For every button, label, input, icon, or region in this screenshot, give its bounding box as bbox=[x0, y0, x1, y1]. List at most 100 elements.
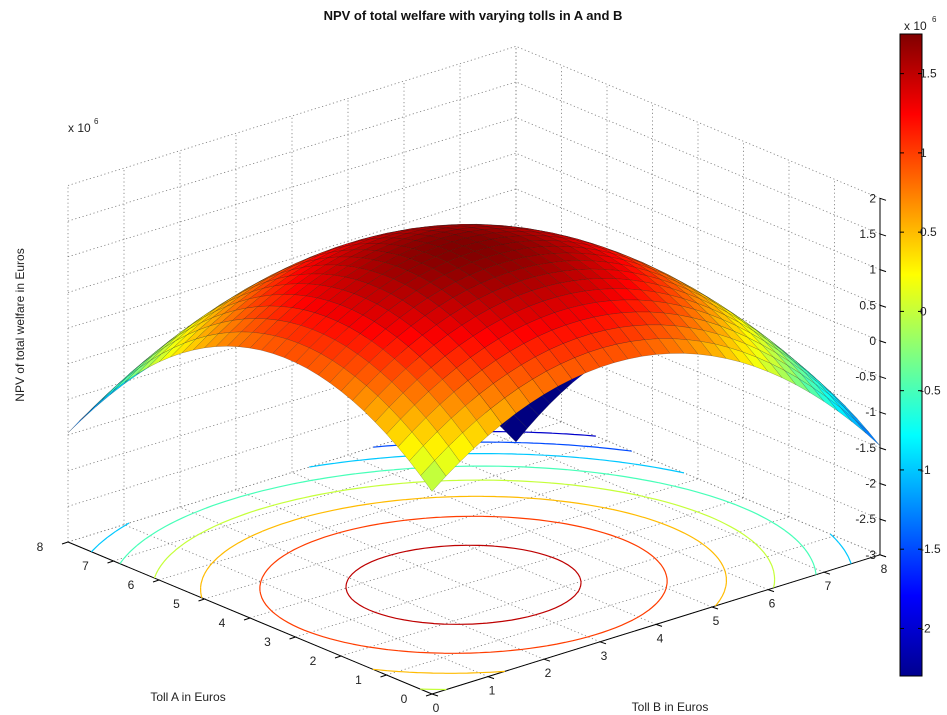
y-tick-mark bbox=[767, 589, 775, 593]
colorbar-tick-label: 1.5 bbox=[920, 67, 937, 81]
floor-grid-line bbox=[340, 516, 790, 657]
colorbar-tick-label: -2 bbox=[920, 621, 931, 635]
z-axis-label: NPV of total welfare in Euros bbox=[13, 248, 27, 401]
floor-grid-line bbox=[179, 506, 545, 660]
contour-line bbox=[345, 544, 582, 625]
y-axis-label: Toll B in Euros bbox=[632, 700, 709, 714]
x-tick-label: 8 bbox=[37, 540, 44, 554]
surface-patch bbox=[840, 407, 867, 434]
x-tick-mark bbox=[107, 560, 114, 564]
z-tick-label: -0.5 bbox=[855, 370, 876, 384]
z-tick-mark bbox=[879, 447, 887, 451]
z-tick-mark bbox=[879, 376, 887, 380]
wall-grid-line bbox=[515, 188, 881, 342]
colorbar-tick-label: 0.5 bbox=[920, 225, 937, 239]
wall-grid-line bbox=[67, 81, 517, 222]
contour-projection bbox=[90, 430, 852, 691]
x-tick-label: 2 bbox=[310, 654, 317, 668]
z-tick-label: 1.5 bbox=[859, 227, 876, 241]
y-tick-label: 1 bbox=[489, 684, 496, 698]
wall-grid-line bbox=[67, 45, 517, 186]
y-tick-mark bbox=[823, 571, 831, 575]
contour-line bbox=[200, 495, 727, 674]
axis-ticks: 2 1.5 1 0.5 0 -0.5 -1 -1.5 -2 -2.5 -3 0 1 2 3 4 5 6 7 8 0 1 2 3… bbox=[37, 191, 888, 715]
floor-grid-line bbox=[235, 489, 601, 643]
colorbar: x 10 6 1.5 1 0.5 0 -0.5 -1 -1.5 -2 bbox=[899, 15, 941, 677]
y-tick-label: 2 bbox=[545, 666, 552, 680]
floor-grid-line bbox=[249, 478, 699, 619]
z-tick-label: 1 bbox=[869, 263, 876, 277]
wall-grid-line bbox=[515, 331, 881, 484]
z-tick-label: 0.5 bbox=[859, 298, 876, 312]
wall-grid-line bbox=[515, 117, 881, 270]
surface-plot bbox=[67, 224, 881, 492]
wall-grid-line bbox=[515, 366, 881, 520]
z-tick-mark bbox=[879, 483, 887, 486]
x-tick-mark bbox=[152, 579, 160, 583]
x-tick-label: 4 bbox=[219, 616, 226, 630]
axes-grid bbox=[67, 45, 881, 695]
wall-grid-line bbox=[515, 224, 881, 377]
surface-patch bbox=[101, 376, 128, 400]
contour-line bbox=[153, 479, 776, 691]
y-tick-label: 0 bbox=[433, 701, 440, 715]
colorbar-gradient bbox=[899, 33, 923, 677]
z-tick-label: -2.5 bbox=[855, 512, 876, 526]
colorbar-tick-label: 0 bbox=[920, 304, 927, 318]
floor-grid-line bbox=[291, 472, 657, 625]
x-tick-mark bbox=[425, 693, 433, 697]
x-tick-mark bbox=[289, 636, 296, 640]
floor-grid-line bbox=[403, 437, 769, 590]
chart-title: NPV of total welfare with varying tolls … bbox=[324, 8, 623, 23]
x-tick-label: 0 bbox=[401, 692, 408, 706]
wall-grid-line bbox=[515, 295, 881, 449]
y-tick-label: 4 bbox=[657, 631, 664, 645]
y-tick-mark bbox=[431, 693, 439, 697]
floor-grid-line bbox=[158, 440, 608, 581]
floor-grid-line bbox=[459, 419, 825, 573]
x-axis-label: Toll A in Euros bbox=[150, 690, 225, 704]
z-tick-mark bbox=[879, 340, 887, 344]
y-tick-label: 7 bbox=[825, 579, 832, 593]
z-tick-label: -1.5 bbox=[855, 441, 876, 455]
z-tick-label: -1 bbox=[865, 405, 876, 419]
z-tick-label: 2 bbox=[869, 191, 876, 205]
colorbar-tick-label: 1 bbox=[920, 146, 927, 160]
floor-grid-line bbox=[123, 524, 489, 677]
z-multiplier: x 10 bbox=[68, 121, 91, 135]
x-tick-mark bbox=[61, 541, 69, 545]
y-tick-mark bbox=[879, 554, 887, 558]
x-tick-mark bbox=[243, 617, 251, 621]
surface-patch bbox=[136, 353, 162, 375]
z-tick-label: -2 bbox=[865, 477, 876, 491]
contour-line bbox=[119, 465, 817, 575]
y-tick-label: 6 bbox=[769, 597, 776, 611]
z-tick-mark bbox=[879, 197, 887, 201]
surface-patch bbox=[113, 367, 140, 391]
x-tick-label: 7 bbox=[82, 559, 89, 573]
z-tick-mark bbox=[879, 269, 887, 273]
wall-grid-line bbox=[515, 45, 881, 199]
floor-grid-line bbox=[347, 454, 713, 608]
surface-patch bbox=[124, 360, 151, 383]
x-tick-label: 5 bbox=[173, 597, 180, 611]
contour-line bbox=[259, 515, 668, 654]
z-tick-label: -3 bbox=[865, 548, 876, 562]
z-tick-mark bbox=[879, 518, 887, 522]
y-tick-mark bbox=[543, 658, 551, 662]
x-tick-mark bbox=[198, 598, 205, 602]
wall-grid-line bbox=[515, 402, 881, 556]
x-tick-label: 3 bbox=[264, 635, 271, 649]
y-tick-mark bbox=[487, 676, 495, 680]
x-tick-label: 6 bbox=[128, 578, 135, 592]
z-tick-mark bbox=[879, 233, 887, 237]
y-tick-mark bbox=[599, 641, 607, 645]
surface-patch bbox=[420, 460, 447, 492]
x-tick-mark bbox=[380, 674, 387, 678]
x-tick-label: 1 bbox=[355, 673, 362, 687]
colorbar-tick-label: -0.5 bbox=[920, 384, 941, 398]
z-multiplier-exponent: 6 bbox=[94, 117, 99, 126]
colorbar-tick-label: -1 bbox=[920, 463, 931, 477]
